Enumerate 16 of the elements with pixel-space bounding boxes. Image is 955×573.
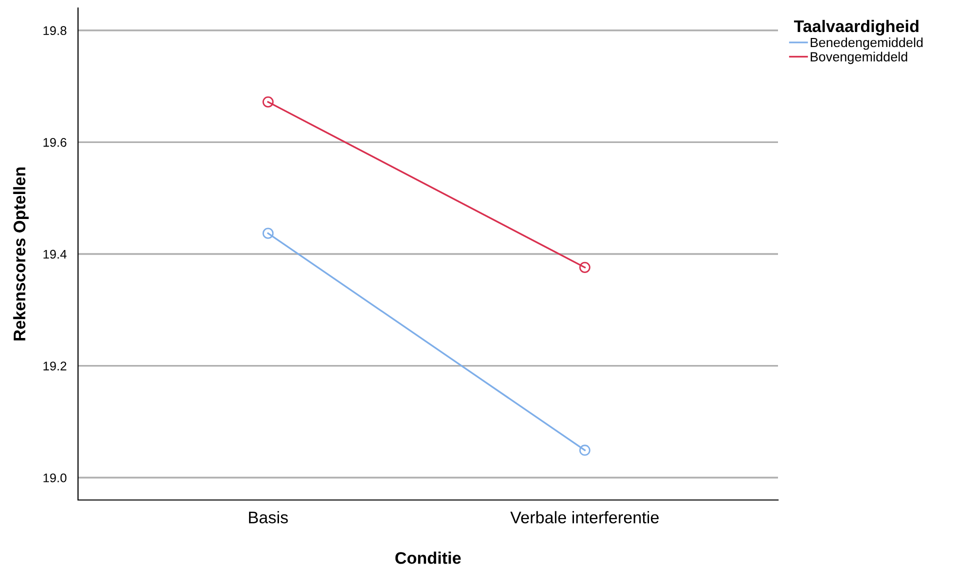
point <box>579 262 590 273</box>
point <box>579 444 590 456</box>
point <box>262 228 274 239</box>
x-axis-title: Conditie <box>395 552 461 564</box>
x-tick-label: Verbale interferentie <box>510 511 659 524</box>
point <box>262 96 274 108</box>
y-tick-label: 19.4 <box>44 250 67 259</box>
legend-label: Benedengemiddeld <box>810 37 923 50</box>
y-tick-label: 19.0 <box>44 473 66 482</box>
x-tick-label: Basis <box>249 511 288 524</box>
legend-label: Bovengemiddeld <box>810 52 908 64</box>
y-axis-title: Rekenscores Optellen <box>13 168 29 340</box>
y-tick-label: 19.8 <box>44 26 66 36</box>
legend-title: Taalvaardigheid <box>794 20 918 36</box>
y-tick-label: 19.2 <box>44 362 66 370</box>
y-tick-label: 19.6 <box>44 138 66 147</box>
